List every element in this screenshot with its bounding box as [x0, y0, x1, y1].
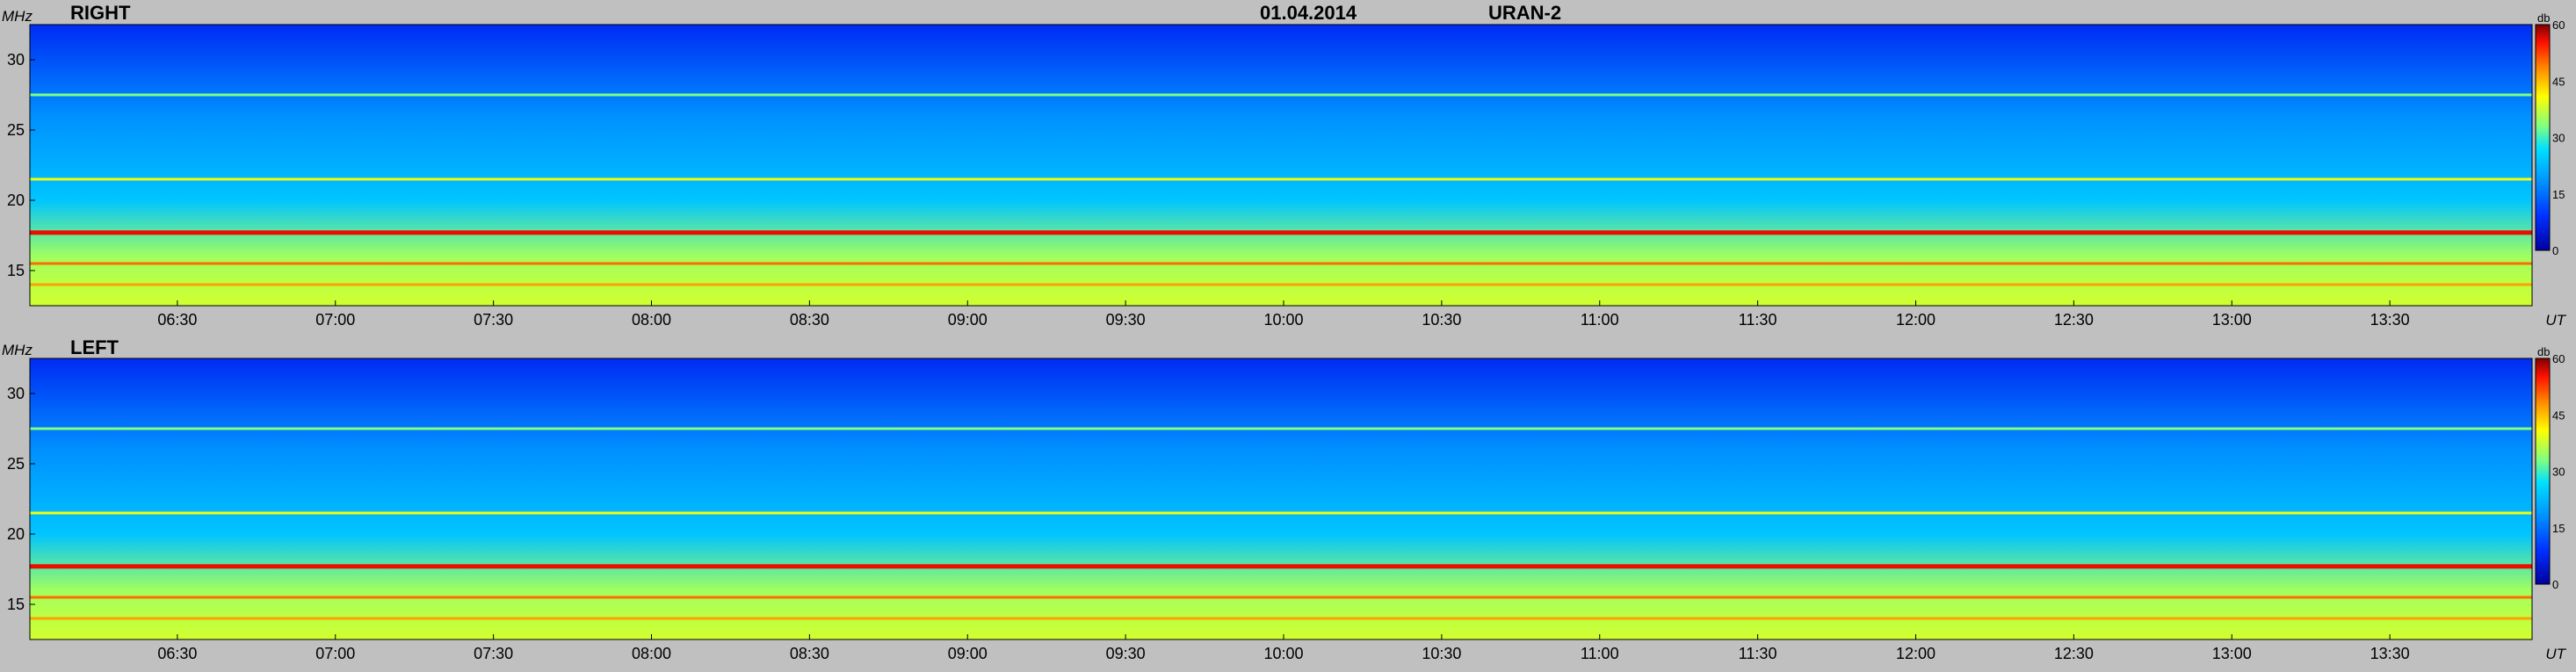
x-tick-label: 07:00 [315, 311, 355, 329]
colorbar-tick-label: 60 [2552, 18, 2565, 32]
x-tick-label: 09:00 [948, 645, 988, 662]
colorbar-tick-label: 45 [2552, 75, 2565, 88]
colorbar-label: db [2537, 345, 2550, 358]
x-tick-label: 09:30 [1106, 645, 1146, 662]
x-tick-label: 12:30 [2054, 645, 2094, 662]
x-axis-unit: UT [2545, 646, 2566, 662]
x-tick-label: 10:00 [1263, 311, 1303, 329]
emission-band [30, 511, 2532, 515]
colorbar-tick-label: 45 [2552, 408, 2565, 422]
emission-band [30, 262, 2532, 265]
x-tick-label: 06:30 [157, 645, 197, 662]
x-tick-label: 09:00 [948, 311, 988, 329]
x-tick-label: 07:30 [474, 311, 513, 329]
colorbar-tick-label: 0 [2552, 244, 2558, 257]
spectrogram-panel: RIGHT MHz UT 15 20 25 30 06:30 07:00 07:30 08:00 08… [2, 2, 2567, 329]
x-tick-label: 12:30 [2054, 311, 2094, 329]
emission-band [30, 283, 2532, 286]
x-tick-label: 07:00 [315, 645, 355, 662]
x-tick-label: 08:30 [790, 645, 829, 662]
x-tick-label: 10:30 [1422, 645, 1461, 662]
colorbar-tick-label: 60 [2552, 352, 2565, 365]
x-tick-label: 08:00 [632, 311, 671, 329]
y-tick-label: 20 [7, 525, 25, 543]
colorbar-tick-label: 15 [2552, 188, 2565, 201]
spectrogram-panel: LEFT MHz UT 15 20 25 30 06:30 07:00 07:30 08:00 08:… [2, 336, 2567, 662]
x-tick-label: 08:00 [632, 645, 671, 662]
spectrogram-background [30, 25, 2532, 306]
x-tick-label: 13:30 [2370, 311, 2410, 329]
y-tick-label: 30 [7, 51, 25, 69]
x-tick-label: 13:00 [2212, 311, 2252, 329]
x-tick-label: 06:30 [157, 311, 197, 329]
panel-label: RIGHT [70, 2, 131, 24]
y-tick-label: 25 [7, 121, 25, 139]
emission-band [30, 564, 2532, 569]
instrument-label: URAN-2 [1488, 2, 1561, 24]
colorbar-tick-label: 30 [2552, 132, 2565, 145]
y-tick-label: 20 [7, 191, 25, 209]
date-label: 01.04.2014 [1260, 2, 1357, 24]
emission-band [30, 230, 2532, 235]
x-tick-label: 13:30 [2370, 645, 2410, 662]
emission-band [30, 617, 2532, 620]
y-tick-label: 25 [7, 455, 25, 473]
x-tick-label: 09:30 [1106, 311, 1146, 329]
colorbar [2535, 358, 2551, 585]
x-tick-label: 11:30 [1739, 645, 1777, 662]
colorbar-tick-label: 30 [2552, 466, 2565, 479]
plot-frame [29, 358, 2533, 640]
y-axis-unit: MHz [2, 342, 33, 358]
x-tick-label: 13:00 [2212, 645, 2252, 662]
y-tick-label: 15 [7, 262, 25, 279]
x-tick-label: 10:30 [1422, 311, 1461, 329]
colorbar [2535, 24, 2551, 251]
panel-label: LEFT [70, 336, 119, 358]
emission-band [30, 177, 2532, 181]
emission-band [30, 596, 2532, 599]
x-axis-unit: UT [2545, 312, 2566, 329]
x-tick-label: 11:00 [1581, 645, 1619, 662]
colorbar-tick-label: 15 [2552, 522, 2565, 535]
x-tick-label: 08:30 [790, 311, 829, 329]
colorbar-label: db [2537, 11, 2550, 25]
y-tick-label: 30 [7, 385, 25, 402]
emission-band [30, 93, 2532, 97]
x-tick-label: 11:00 [1581, 311, 1619, 329]
y-axis-unit: MHz [2, 8, 33, 25]
spectrogram-background [30, 358, 2532, 639]
colorbar-tick-label: 0 [2552, 578, 2558, 591]
x-tick-label: 11:30 [1739, 311, 1777, 329]
y-tick-label: 15 [7, 596, 25, 613]
x-tick-label: 10:00 [1263, 645, 1303, 662]
x-tick-label: 07:30 [474, 645, 513, 662]
emission-band [30, 427, 2532, 430]
x-tick-label: 12:00 [1896, 645, 1936, 662]
x-tick-label: 12:00 [1896, 311, 1936, 329]
plot-frame [29, 24, 2533, 307]
